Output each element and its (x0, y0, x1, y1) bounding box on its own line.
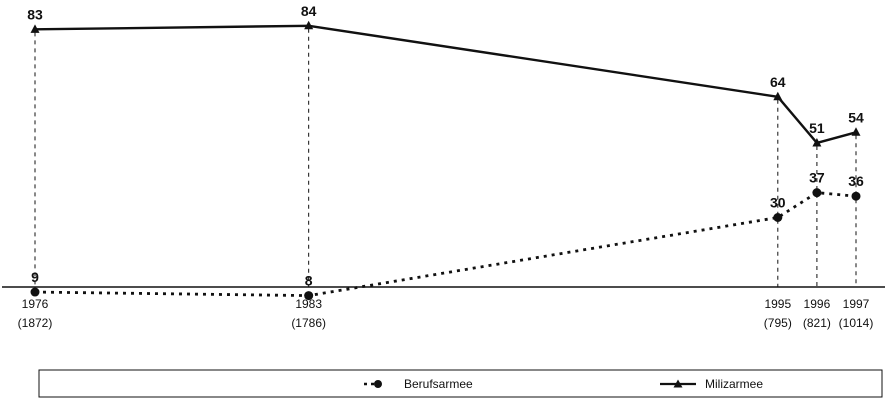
data-labels: 9 8 30 37 36 83 84 64 51 54 (27, 3, 864, 289)
series-line-milizarmee (34, 24, 857, 145)
data-label: 64 (770, 74, 786, 90)
x-tick-sublabel: (1014) (839, 316, 874, 330)
legend-box (38, 369, 883, 398)
x-tick-label: 1976 (22, 297, 49, 311)
series-line-berufsarmee (34, 191, 857, 298)
data-point (851, 127, 861, 136)
x-tick-label: 1996 (804, 297, 831, 311)
data-label: 9 (31, 269, 39, 285)
data-label: 30 (770, 195, 786, 211)
data-label: 37 (809, 170, 825, 186)
series-markers (30, 20, 861, 301)
data-point (773, 91, 783, 101)
data-label: 83 (27, 6, 43, 22)
data-point (812, 188, 822, 198)
data-point (773, 213, 783, 222)
x-tick-sublabel: (795) (764, 316, 792, 330)
data-point (812, 137, 822, 147)
x-tick-labels: 1976 (1872) 1983 (1786) 1995 (795) 1996 (821) 19… (18, 297, 874, 330)
data-label: 36 (848, 173, 864, 189)
data-point (304, 291, 314, 301)
x-tick-sublabel: (821) (803, 316, 831, 330)
x-tick-label: 1983 (295, 297, 322, 311)
drop-lines (34, 28, 857, 287)
data-label: 51 (809, 120, 825, 136)
data-label: 84 (301, 3, 317, 19)
legend-berufsarmee-marker (374, 380, 382, 388)
data-point (30, 24, 40, 33)
data-label: 54 (848, 109, 864, 125)
legend-berufsarmee-label: Berufsarmee (404, 377, 473, 391)
data-point (851, 191, 861, 201)
legend-milizarmee-label: Milizarmee (705, 377, 763, 391)
x-tick-sublabel: (1872) (18, 316, 53, 330)
legend: Berufsarmee Milizarmee (38, 369, 883, 398)
series-lines (34, 24, 857, 298)
x-tick-label: 1995 (764, 297, 791, 311)
data-point (30, 287, 40, 297)
data-label: 8 (305, 273, 313, 289)
x-tick-sublabel: (1786) (291, 316, 326, 330)
legend-milizarmee-marker (673, 379, 683, 388)
data-point (304, 20, 314, 30)
x-tick-label: 1997 (843, 297, 870, 311)
